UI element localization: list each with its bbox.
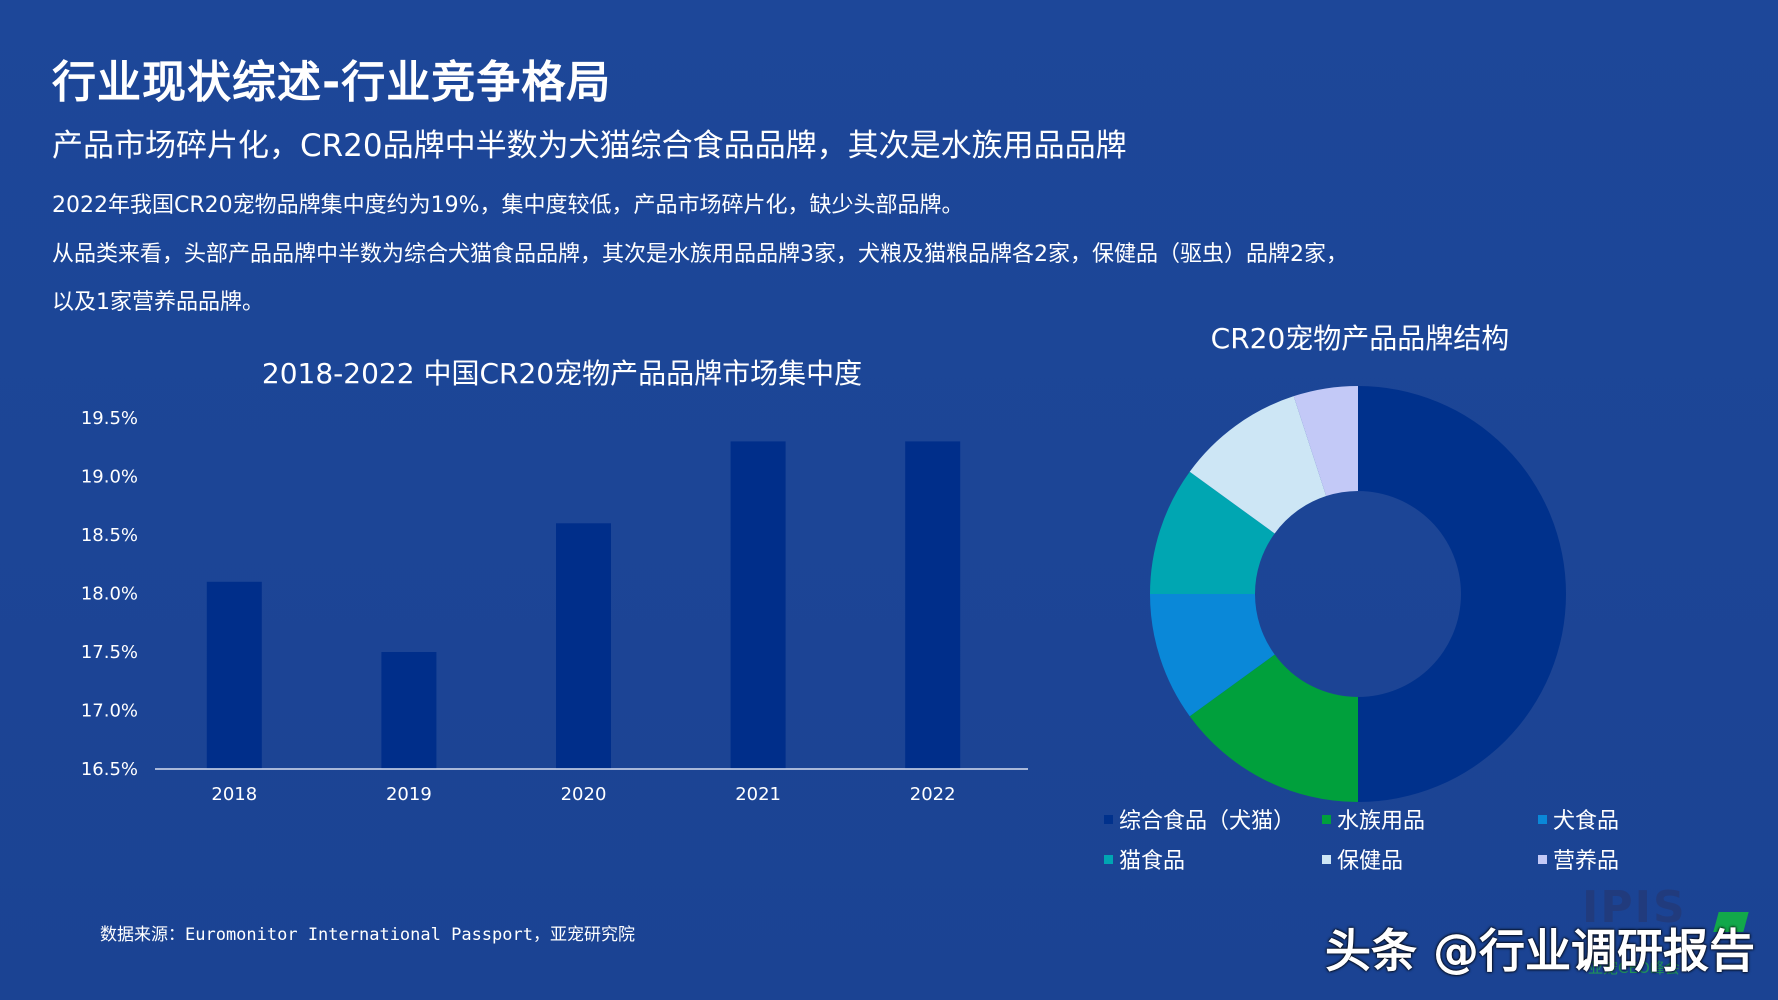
- legend-label: 营养品: [1553, 849, 1620, 874]
- page-subtitle: 产品市场碎片化，CR20品牌中半数为犬猫综合食品品牌，其次是水族用品品牌: [52, 128, 1127, 164]
- legend-item: 水族用品: [1322, 803, 1425, 835]
- legend-item: 保健品: [1322, 843, 1403, 875]
- legend-swatch: [1104, 854, 1113, 864]
- source-note: 数据来源：Euromonitor International Passport，…: [100, 925, 635, 945]
- page-title: 行业现状综述-行业竞争格局: [52, 57, 612, 108]
- y-tick-label: 18.0%: [81, 584, 138, 605]
- logo-subtext: 亚宠CEO峰会: [1588, 959, 1680, 977]
- ipis-logo: IPIS: [1582, 882, 1687, 933]
- bar: [206, 581, 262, 769]
- x-tick-label: 2020: [561, 784, 607, 805]
- legend-swatch: [1104, 814, 1113, 824]
- legend-label: 水族用品: [1337, 809, 1426, 834]
- y-tick-label: 19.0%: [81, 467, 138, 488]
- legend-swatch: [1538, 814, 1547, 824]
- bar: [905, 441, 961, 769]
- legend-swatch: [1322, 814, 1331, 824]
- legend-label: 综合食品（犬猫）: [1119, 809, 1296, 834]
- x-tick-label: 2019: [386, 784, 432, 805]
- bar-chart: 16.5% 17.0% 17.5% 18.0% 18.5% 19.0% 19.5% 2018 2…: [81, 408, 1028, 805]
- y-tick-label: 18.5%: [81, 525, 138, 546]
- legend-item: 猫食品: [1104, 843, 1185, 875]
- legend-label: 保健品: [1337, 849, 1404, 874]
- donut-slice: [1189, 654, 1358, 802]
- donut-chart: [1150, 386, 1566, 802]
- legend-item: 营养品: [1538, 843, 1619, 875]
- legend-swatch: [1538, 854, 1547, 864]
- donut-chart-title: CR20宠物产品品牌结构: [1210, 322, 1510, 355]
- bar: [730, 441, 786, 769]
- y-tick-label: 19.5%: [81, 408, 138, 429]
- x-tick-label: 2018: [211, 784, 257, 805]
- y-tick-label: 17.5%: [81, 642, 138, 663]
- body-paragraph-3: 以及1家营养品品牌。: [52, 290, 264, 315]
- legend-label: 犬食品: [1553, 809, 1620, 834]
- donut-slice: [1293, 386, 1358, 497]
- donut-slice: [1150, 594, 1275, 717]
- legend-item: 犬食品: [1538, 803, 1619, 835]
- donut-slice: [1150, 471, 1275, 594]
- watermark: 头条 @行业调研报告: [1325, 924, 1756, 978]
- x-tick-label: 2021: [735, 784, 781, 805]
- bar-chart-title: 2018-2022 中国CR20宠物产品品牌市场集中度: [261, 357, 863, 390]
- donut-slice: [1189, 396, 1327, 534]
- x-tick-label: 2022: [910, 784, 956, 805]
- legend-label: 猫食品: [1119, 849, 1186, 874]
- y-tick-label: 16.5%: [81, 759, 138, 780]
- body-paragraph-1: 2022年我国CR20宠物品牌集中度约为19%，集中度较低，产品市场碎片化，缺少…: [52, 193, 964, 218]
- bar: [556, 523, 611, 769]
- legend-item: 综合食品（犬猫）: [1104, 803, 1295, 835]
- bar: [381, 652, 437, 769]
- y-tick-label: 17.0%: [81, 701, 138, 722]
- legend-swatch: [1322, 854, 1331, 864]
- body-paragraph-2: 从品类来看，头部产品品牌中半数为综合犬猫食品品牌，其次是水族用品品牌3家，犬粮及…: [52, 242, 1348, 267]
- donut-slice: [1358, 386, 1566, 802]
